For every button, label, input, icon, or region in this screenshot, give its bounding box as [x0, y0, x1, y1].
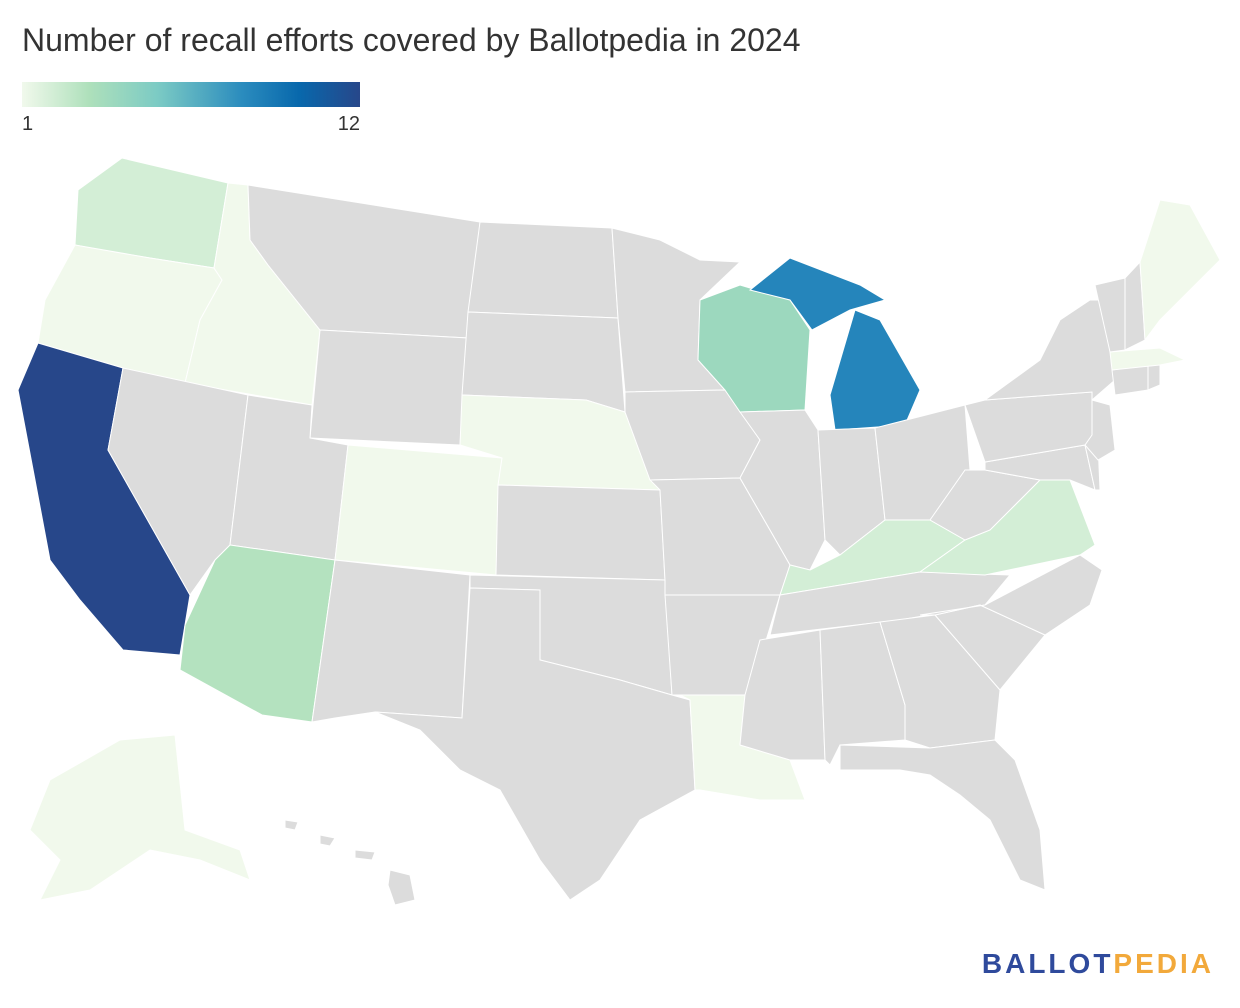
state-wyoming[interactable]	[309, 329, 469, 446]
state-arizona[interactable]	[179, 544, 336, 723]
state-kansas[interactable]	[495, 484, 666, 581]
state-maine[interactable]	[1139, 199, 1221, 342]
color-scale-legend	[22, 82, 360, 107]
state-north-dakota[interactable]	[467, 221, 619, 319]
state-colorado[interactable]	[334, 444, 503, 576]
state-hawaii[interactable]	[284, 819, 416, 906]
state-north-carolina[interactable]	[919, 554, 1103, 636]
logo-text-ballot: BALLOT	[981, 948, 1114, 979]
logo-text-pedia: PEDIA	[1113, 948, 1214, 979]
state-alaska[interactable]	[29, 734, 251, 901]
state-new-york[interactable]	[983, 299, 1116, 402]
state-massachusetts[interactable]	[1109, 347, 1187, 371]
state-new-mexico[interactable]	[311, 559, 471, 723]
ballotpedia-logo: BALLOTPEDIA	[982, 948, 1214, 980]
state-texas[interactable]	[374, 587, 696, 901]
legend-max-label: 12	[337, 113, 360, 135]
state-rhode-island[interactable]	[1147, 364, 1161, 391]
state-florida[interactable]	[839, 739, 1046, 891]
map-title: Number of recall efforts covered by Ball…	[22, 22, 801, 58]
us-choropleth-map	[17, 157, 1221, 906]
legend-min-label: 1	[22, 113, 34, 135]
